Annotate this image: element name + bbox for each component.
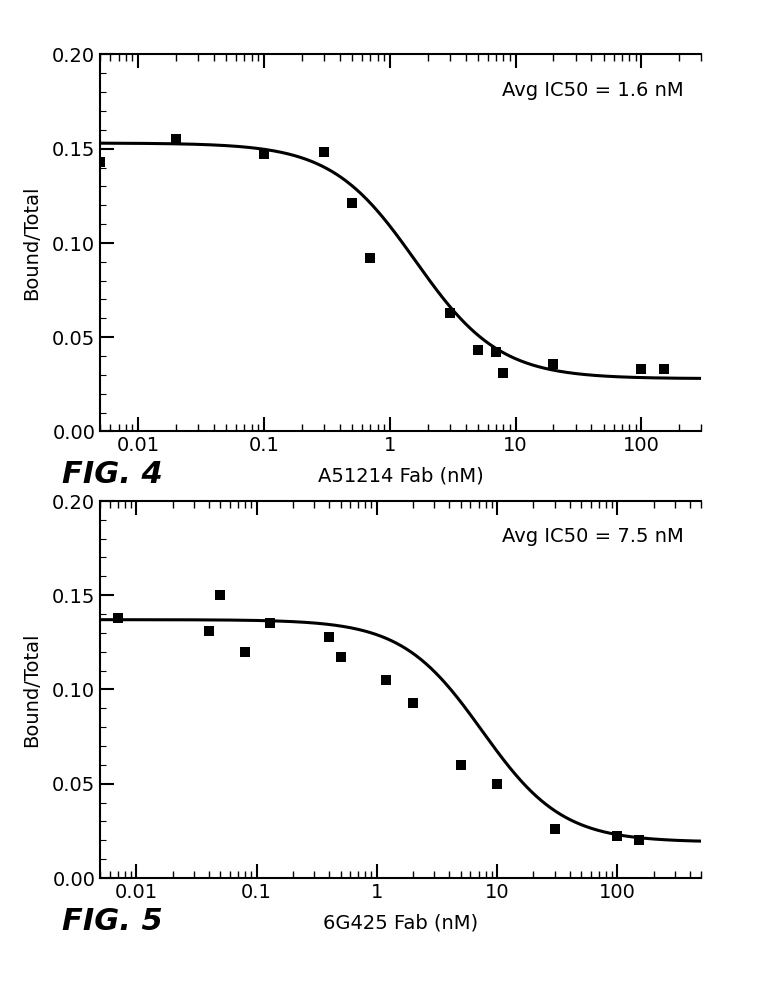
Point (112, 610, 124, 626)
Text: FIG. 4: FIG. 4 (62, 460, 162, 489)
Point (94, 154, 106, 170)
Point (631, 832, 644, 848)
Text: FIG. 5: FIG. 5 (62, 907, 162, 935)
Point (611, 828, 623, 844)
Point (547, 356, 559, 372)
Point (214, 587, 226, 603)
Point (323, 629, 335, 645)
X-axis label: A51214 Fab (nM): A51214 Fab (nM) (317, 466, 484, 485)
Point (257, 147, 270, 163)
Point (490, 344, 502, 360)
Point (345, 195, 357, 211)
Y-axis label: Bound/Total: Bound/Total (22, 632, 41, 747)
Point (547, 821, 560, 837)
Point (490, 776, 503, 792)
Point (444, 305, 456, 320)
Point (634, 361, 647, 377)
Point (317, 145, 330, 161)
Text: Avg IC50 = 7.5 nM: Avg IC50 = 7.5 nM (501, 528, 683, 547)
Point (454, 757, 467, 773)
Point (407, 694, 419, 710)
Point (497, 365, 509, 381)
Point (239, 644, 251, 660)
Point (657, 361, 669, 377)
Point (264, 615, 276, 632)
Point (471, 342, 484, 358)
Point (169, 132, 182, 148)
Point (380, 673, 392, 688)
Point (334, 650, 346, 666)
Point (363, 250, 376, 266)
Point (203, 623, 215, 639)
X-axis label: 6G425 Fab (nM): 6G425 Fab (nM) (323, 913, 478, 931)
Text: Avg IC50 = 1.6 nM: Avg IC50 = 1.6 nM (501, 81, 683, 100)
Y-axis label: Bound/Total: Bound/Total (22, 186, 41, 301)
